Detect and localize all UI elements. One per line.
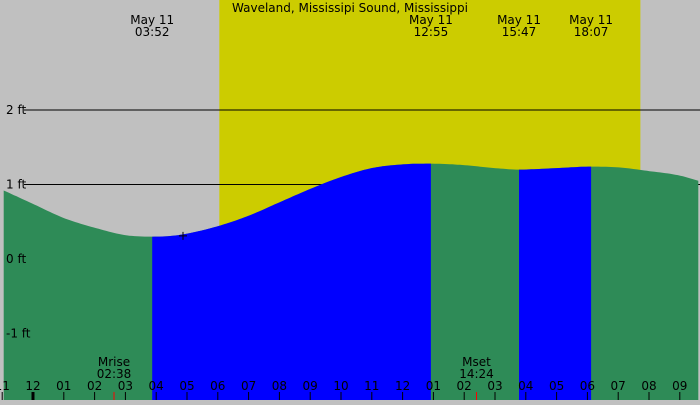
x-tick-label: 03 — [118, 379, 133, 393]
x-tick-label: 04 — [149, 379, 164, 393]
tide-marker — [178, 231, 187, 240]
chart-title: Waveland, Mississipi Sound, Mississippi — [232, 1, 468, 15]
y-tick-label: 1 ft — [6, 178, 26, 192]
tide-highlight-1 — [152, 163, 431, 400]
y-tick-label: -1 ft — [6, 327, 31, 341]
tide-highlights — [152, 163, 592, 400]
moon-event-time: 02:38 — [97, 367, 132, 381]
marker-plus — [178, 231, 187, 240]
x-axis: 11 12 01 02 03 04 05 06 07 08 09 10 11 12 01 02 03 04 05 06… — [0, 379, 687, 400]
x-tick-label: 07 — [611, 379, 626, 393]
event-date: May 11 — [130, 13, 174, 27]
x-tick-label: 09 — [672, 379, 687, 393]
event-date: May 11 — [409, 13, 453, 27]
x-tick-label: 08 — [272, 379, 287, 393]
x-tick-label: 06 — [210, 379, 225, 393]
event-date: May 11 — [569, 13, 613, 27]
y-tick-label: 2 ft — [6, 103, 26, 117]
tide-highlight-2 — [519, 166, 592, 400]
x-tick-label: 10 — [333, 379, 348, 393]
x-tick-label: 04 — [518, 379, 533, 393]
x-tick-label: 02 — [457, 379, 472, 393]
x-tick-label: 12 — [25, 379, 40, 393]
x-tick-label: 09 — [303, 379, 318, 393]
event-time: 15:47 — [502, 25, 537, 39]
y-axis-labels: 2 ft 1 ft 0 ft -1 ft — [6, 103, 31, 341]
event-time: 03:52 — [135, 25, 170, 39]
x-tick-label: 01 — [56, 379, 71, 393]
x-tick-label: 07 — [241, 379, 256, 393]
x-tick-label: 11 — [364, 379, 379, 393]
moon-event-label: Mrise — [98, 355, 130, 369]
x-tick-label: 01 — [426, 379, 441, 393]
x-tick-label: 05 — [179, 379, 194, 393]
moon-event-time: 14:24 — [459, 367, 494, 381]
x-tick-label: 11 — [0, 379, 10, 393]
y-tick-label: 0 ft — [6, 252, 26, 266]
moon-event-label: Mset — [462, 355, 491, 369]
x-tick-label: 12 — [395, 379, 410, 393]
x-tick-label: 03 — [487, 379, 502, 393]
x-tick-label: 05 — [549, 379, 564, 393]
x-tick-label: 06 — [580, 379, 595, 393]
x-tick-label: 08 — [641, 379, 656, 393]
event-time: 12:55 — [414, 25, 449, 39]
x-tick-label: 02 — [87, 379, 102, 393]
event-time: 18:07 — [574, 25, 609, 39]
event-date: May 11 — [497, 13, 541, 27]
